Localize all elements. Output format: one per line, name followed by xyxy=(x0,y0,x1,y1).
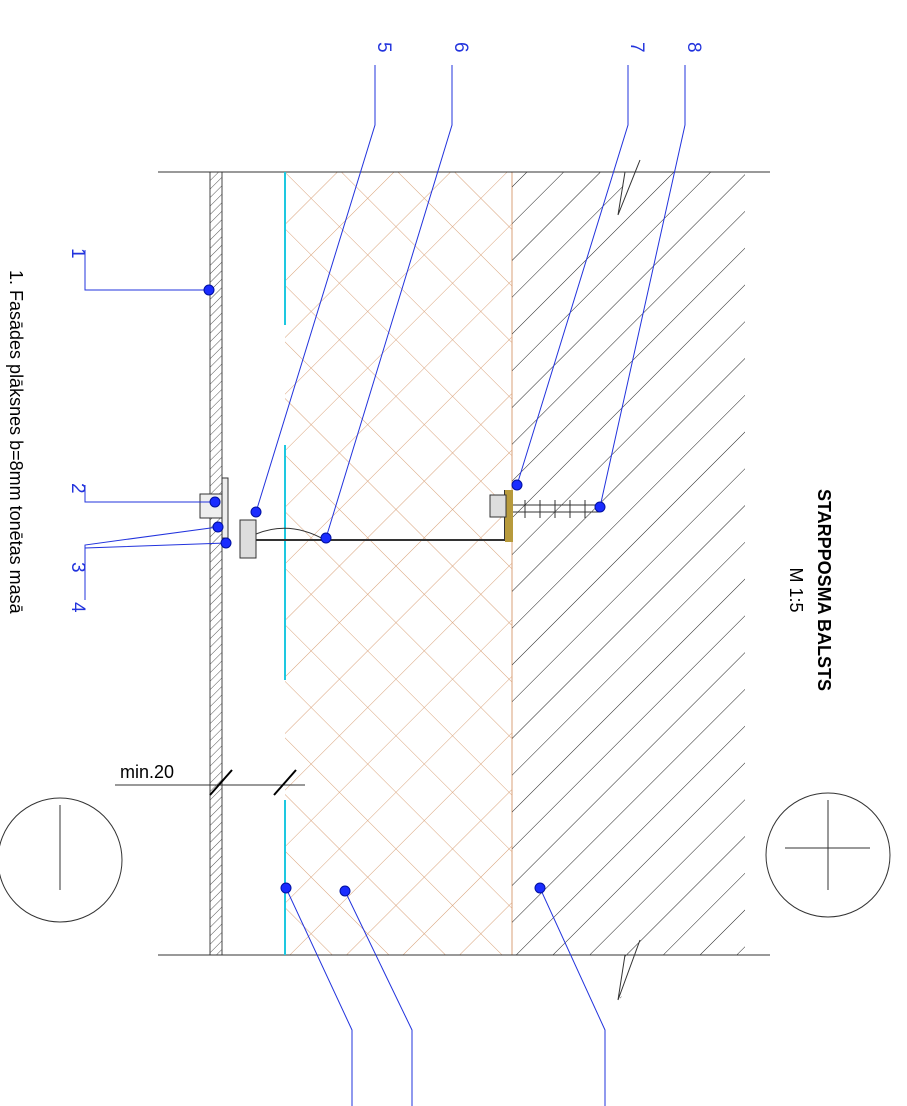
dimension: min.20 xyxy=(120,762,174,782)
callout: 1 xyxy=(67,248,88,259)
callout: 8 xyxy=(683,42,704,53)
note: 1. Fasādes plāksnes b=8mm tonētas masā xyxy=(6,270,26,615)
callout: 5 xyxy=(373,42,394,53)
labels: 1 2 3 4 5 6 7 8 min.20 STARPPOSMA BALSTS… xyxy=(6,42,834,782)
leaders xyxy=(84,65,686,1106)
scale: M 1:5 xyxy=(786,567,806,612)
callout: 3 xyxy=(67,562,88,573)
callout: 4 xyxy=(67,602,88,613)
callout: 2 xyxy=(67,483,88,494)
section xyxy=(0,159,891,1001)
callout: 6 xyxy=(450,42,471,53)
title: STARPPOSMA BALSTS xyxy=(814,489,834,691)
callout: 7 xyxy=(626,42,647,53)
